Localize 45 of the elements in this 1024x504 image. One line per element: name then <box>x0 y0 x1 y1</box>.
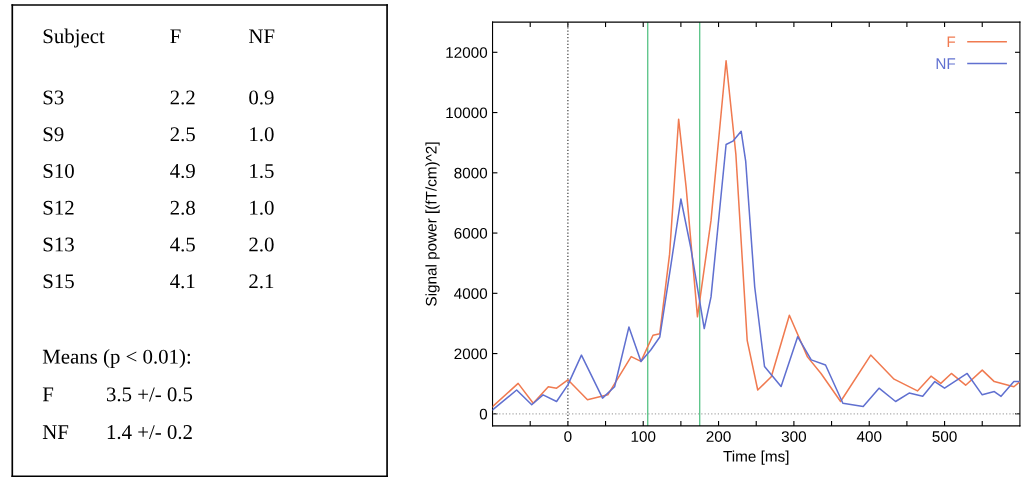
y-tick-label: 6000 <box>454 227 488 239</box>
y-axis-title: Signal power [(fT/cm)^2] <box>425 142 440 306</box>
text: 2.0 <box>249 237 274 252</box>
text: 0.9 <box>249 90 274 105</box>
y-tick-label: 2000 <box>454 348 488 360</box>
text: NF <box>42 425 69 439</box>
text: 4.5 <box>170 237 195 252</box>
x-tick-label: 100 <box>631 431 656 442</box>
text: 2.1 <box>249 274 274 289</box>
text: NF <box>249 29 275 44</box>
legend-label: F <box>947 36 956 47</box>
text: S12 <box>43 200 74 215</box>
text: F <box>170 29 181 44</box>
text: 1.0 <box>250 127 274 142</box>
legend-label: NF <box>936 58 956 69</box>
y-tick-label: 8000 <box>454 167 488 179</box>
text: Means (p < 0.01): <box>42 349 191 368</box>
text: F <box>42 387 54 402</box>
y-tick-label: 10000 <box>446 107 488 119</box>
line-series <box>492 130 1020 411</box>
y-tick-label: 0 <box>479 408 488 420</box>
x-tick-label: 200 <box>706 431 731 442</box>
text: S13 <box>43 237 74 252</box>
text: S9 <box>43 127 64 142</box>
x-tick-label: 500 <box>932 431 957 442</box>
x-tick-label: 300 <box>781 431 807 442</box>
text: S15 <box>43 274 74 289</box>
text: 2.2 <box>170 90 195 105</box>
line-series <box>492 59 1020 408</box>
x-axis-title: Time [ms] <box>723 450 789 465</box>
text: 3.5 +/- 0.5 <box>106 387 193 402</box>
text: 2.5 <box>170 127 195 142</box>
text: 1.5 <box>250 164 274 179</box>
text: 4.1 <box>170 274 195 289</box>
y-tick-label: 12000 <box>446 47 488 58</box>
text: 4.9 <box>170 164 195 179</box>
text: 1.0 <box>250 200 274 215</box>
text: S10 <box>43 163 74 179</box>
y-tick-label: 4000 <box>454 288 488 300</box>
text: 2.8 <box>170 200 195 215</box>
text: 1.4 +/- 0.2 <box>107 425 192 440</box>
text: Subject <box>43 28 105 48</box>
x-tick-label: 0 <box>564 431 572 442</box>
x-tick-label: 400 <box>856 431 882 442</box>
text: S3 <box>43 90 64 105</box>
